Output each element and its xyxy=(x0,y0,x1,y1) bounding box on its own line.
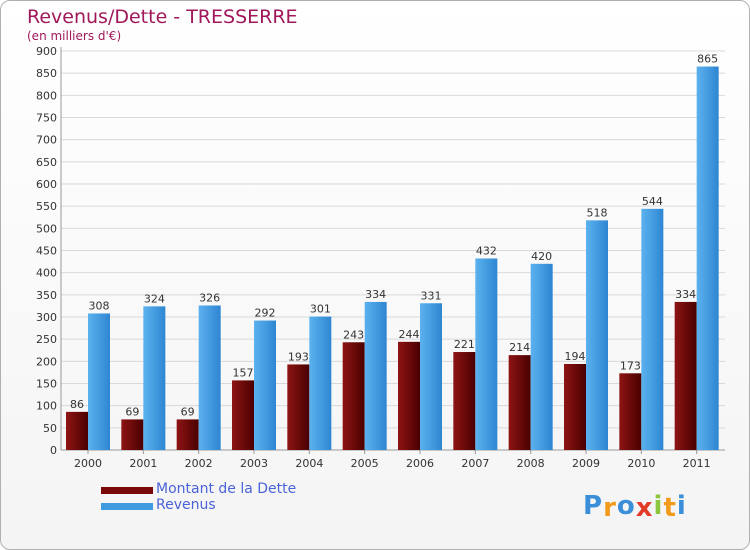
legend-label-revenus: Revenus xyxy=(156,497,216,513)
data-label-dette: 69 xyxy=(181,405,195,418)
bar-dette xyxy=(453,352,476,450)
data-label-dette: 173 xyxy=(620,359,641,372)
logo-letter: i xyxy=(676,491,687,521)
bar-dette xyxy=(121,419,144,450)
bar-dette xyxy=(398,341,420,450)
data-label-revenus: 301 xyxy=(310,303,331,316)
bar-dette xyxy=(342,342,365,450)
bar-revenus xyxy=(475,258,498,450)
y-tick-label: 400 xyxy=(36,267,57,280)
y-tick-label: 350 xyxy=(36,289,57,302)
y-tick-label: 50 xyxy=(43,422,57,435)
logo-letter: x xyxy=(635,493,654,523)
bar-revenus xyxy=(586,220,608,450)
y-tick-label: 300 xyxy=(36,311,57,324)
x-tick-label: 2002 xyxy=(185,457,213,470)
bar-dette xyxy=(564,363,586,450)
logo-letter: P xyxy=(583,491,604,521)
data-label-dette: 157 xyxy=(233,366,254,379)
y-tick-label: 600 xyxy=(36,178,57,191)
x-tick-label: 2009 xyxy=(572,457,600,470)
x-tick-label: 2006 xyxy=(406,457,434,470)
logo-letter: t xyxy=(663,493,677,523)
logo-letter: i xyxy=(653,491,664,521)
x-tick-label: 2007 xyxy=(461,457,489,470)
bar-dette xyxy=(232,380,254,450)
data-label-dette: 243 xyxy=(343,328,364,341)
x-tick-label: 2008 xyxy=(517,457,545,470)
y-tick-label: 800 xyxy=(36,89,57,102)
bar-revenus xyxy=(309,316,332,450)
chart-title: Revenus/Dette - TRESSERRE xyxy=(27,6,298,28)
data-label-revenus: 865 xyxy=(697,53,718,66)
y-tick-label: 250 xyxy=(36,333,57,346)
data-label-dette: 69 xyxy=(125,405,139,418)
data-label-dette: 86 xyxy=(70,398,84,411)
y-tick-label: 0 xyxy=(50,444,57,457)
bar-revenus xyxy=(696,66,719,451)
y-tick-label: 200 xyxy=(36,355,57,368)
proxiti-logo: Proxiti xyxy=(583,491,687,523)
legend-swatch-dette xyxy=(101,487,153,494)
legend-swatch-revenus xyxy=(101,503,153,510)
bar-revenus xyxy=(364,301,387,450)
y-tick-label: 450 xyxy=(36,245,57,258)
bar-dette xyxy=(176,419,199,450)
x-tick-label: 2011 xyxy=(683,457,711,470)
x-tick-label: 2003 xyxy=(240,457,268,470)
data-label-revenus: 420 xyxy=(531,250,552,263)
y-tick-label: 550 xyxy=(36,200,57,213)
x-tick-label: 2004 xyxy=(295,457,323,470)
data-label-dette: 214 xyxy=(509,341,530,354)
bar-dette xyxy=(508,355,531,450)
data-label-revenus: 292 xyxy=(255,307,276,320)
y-tick-label: 750 xyxy=(36,112,57,125)
data-label-dette: 244 xyxy=(399,328,420,341)
bar-revenus xyxy=(530,263,553,450)
data-label-revenus: 324 xyxy=(144,292,165,305)
bar-revenus xyxy=(641,208,664,450)
x-tick-label: 2010 xyxy=(627,457,655,470)
bar-revenus xyxy=(420,303,442,450)
logo-letter: o xyxy=(616,491,636,521)
bar-revenus xyxy=(88,313,110,450)
y-tick-label: 650 xyxy=(36,156,57,169)
data-label-revenus: 544 xyxy=(642,195,663,208)
chart-subtitle: (en milliers d'€) xyxy=(27,29,122,43)
data-label-dette: 221 xyxy=(454,338,475,351)
y-tick-label: 900 xyxy=(36,45,57,58)
legend-label-dette: Montant de la Dette xyxy=(156,481,297,497)
y-tick-label: 700 xyxy=(36,134,57,147)
bar-revenus xyxy=(254,320,276,450)
bar-dette xyxy=(674,301,697,450)
data-label-revenus: 518 xyxy=(587,206,608,219)
data-label-revenus: 331 xyxy=(421,289,442,302)
data-label-revenus: 326 xyxy=(199,291,220,304)
bar-dette xyxy=(66,411,88,450)
bar-dette xyxy=(287,364,310,450)
y-tick-label: 100 xyxy=(36,400,57,413)
bar-revenus xyxy=(198,305,221,450)
x-tick-label: 2000 xyxy=(74,457,102,470)
bar-dette xyxy=(619,373,642,450)
x-tick-label: 2001 xyxy=(129,457,157,470)
logo-letter: r xyxy=(603,493,617,523)
x-tick-label: 2005 xyxy=(351,457,379,470)
y-tick-label: 500 xyxy=(36,222,57,235)
data-label-dette: 193 xyxy=(288,350,309,363)
data-label-dette: 194 xyxy=(565,350,586,363)
bar-revenus xyxy=(143,306,166,450)
data-label-revenus: 334 xyxy=(365,288,386,301)
y-tick-label: 150 xyxy=(36,378,57,391)
data-label-dette: 334 xyxy=(675,288,696,301)
data-label-revenus: 432 xyxy=(476,244,497,257)
y-tick-label: 850 xyxy=(36,67,57,80)
data-label-revenus: 308 xyxy=(89,299,110,312)
